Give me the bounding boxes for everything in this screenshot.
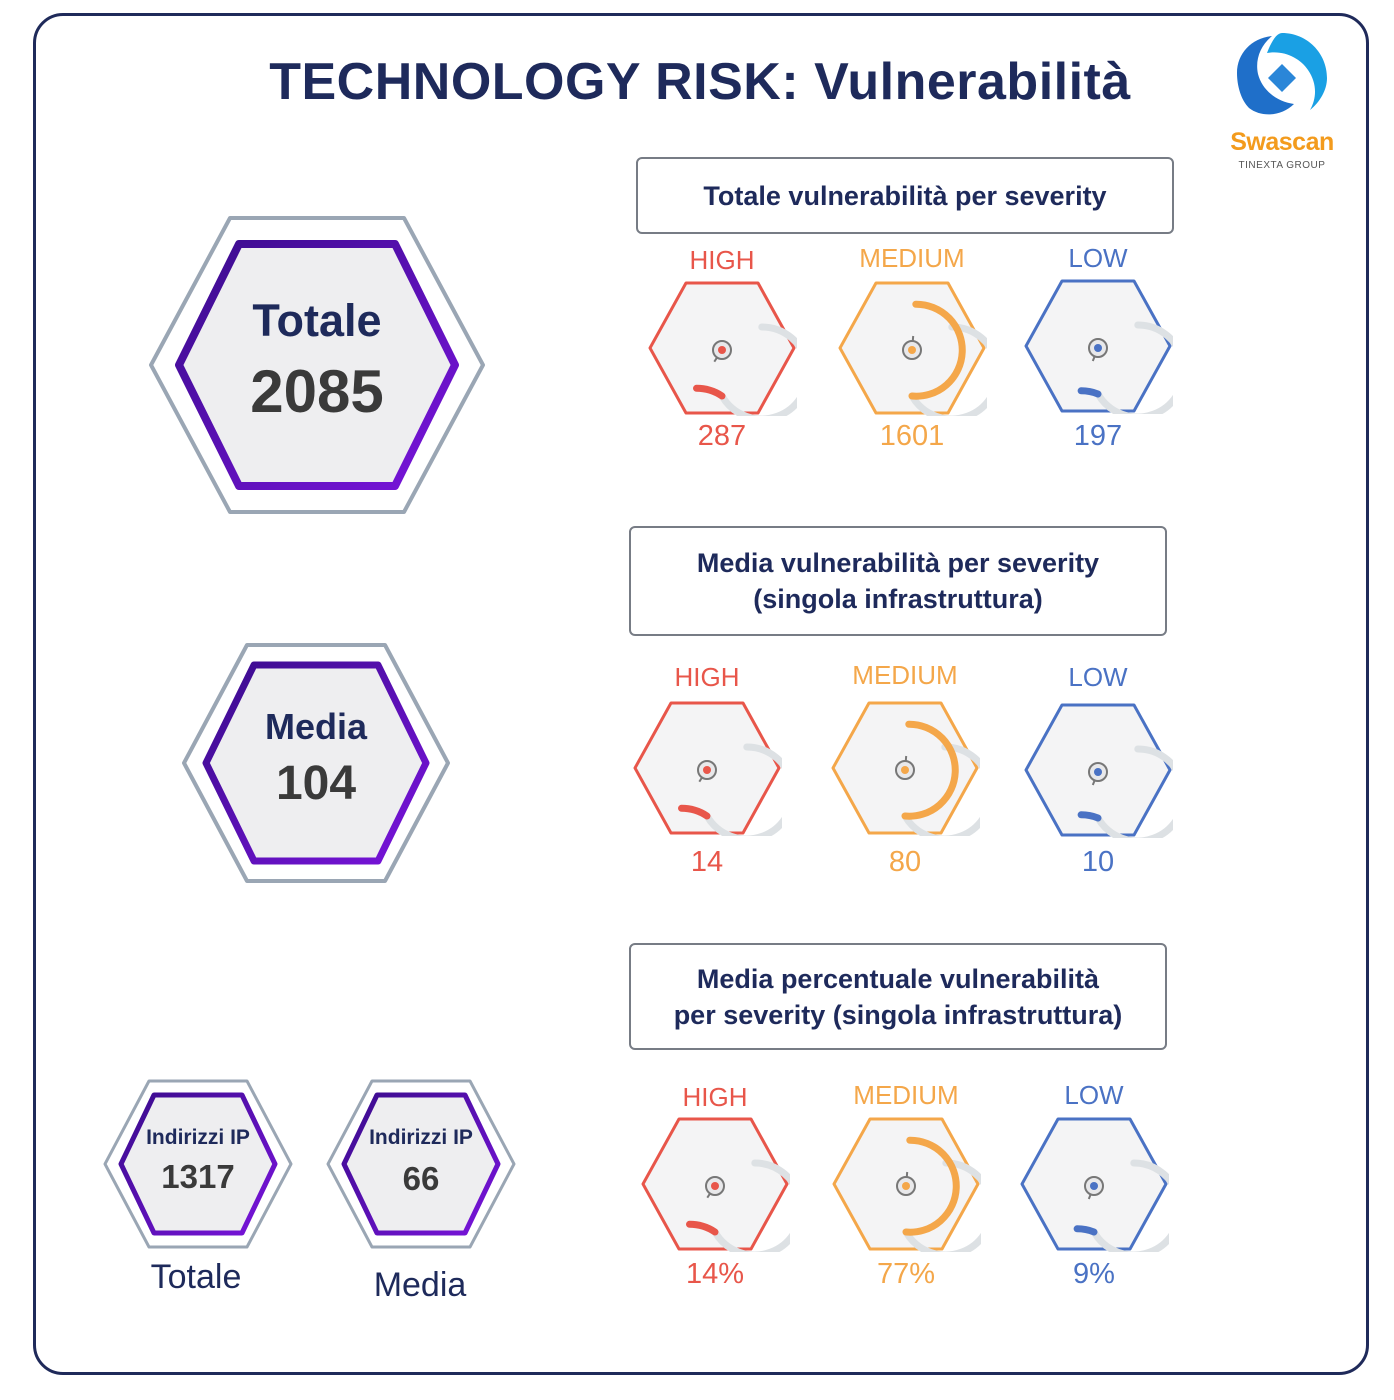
totale-value: 2085 — [250, 358, 384, 425]
gauge-high-s2 — [632, 700, 797, 843]
section-2-header: Media vulnerabilità per severity (singol… — [629, 526, 1167, 636]
gauge-value-arc — [1077, 387, 1102, 398]
gauge-knob-dot — [901, 766, 909, 774]
ip-totale-hexagon: Indirizzi IP 1317 — [102, 1078, 294, 1250]
severity-label-low-s3: LOW — [1064, 1080, 1124, 1110]
media-value: 104 — [275, 757, 357, 810]
severity-label-high-s2: HIGH — [674, 662, 740, 692]
gauge-knob-dot — [908, 346, 916, 354]
severity-value-medium-s1: 1601 — [879, 420, 945, 452]
severity-label-medium-s2: MEDIUM — [852, 660, 958, 690]
section-1-header: Totale vulnerabilità per severity — [636, 157, 1174, 234]
page-title: TECHNOLOGY RISK: Vulnerabilità — [269, 53, 1131, 111]
gauge-knob-dot — [1094, 344, 1102, 352]
gauge-value-arc — [908, 300, 966, 400]
gauge-value-arc — [678, 804, 711, 820]
section-2-header-line1: Media vulnerabilità per severity — [696, 548, 1100, 578]
severity-value-low-s3: 9% — [1073, 1258, 1115, 1290]
severity-value-high-s2: 14 — [690, 846, 724, 878]
swascan-logo: Swascan TINEXTA GROUP — [1222, 28, 1342, 178]
severity-label-low-s1: LOW — [1068, 243, 1128, 273]
severity-label-high-s1: HIGH — [689, 245, 755, 275]
ip-totale-label: Indirizzi IP — [146, 1126, 250, 1149]
gauge-knob-dot — [718, 346, 726, 354]
severity-label-medium-s3: MEDIUM — [853, 1080, 959, 1110]
gauge-value-arc — [1073, 1225, 1098, 1236]
dashboard-frame — [33, 13, 1369, 1375]
media-label: Media — [264, 706, 368, 747]
gauge-value-arc — [901, 720, 959, 820]
gauge-value-arc — [693, 384, 726, 400]
totale-hexagon: Totale 2085 — [147, 215, 487, 515]
gauge-high-s3 — [640, 1116, 805, 1259]
ip-media-label: Indirizzi IP — [369, 1126, 473, 1149]
ip-media-value: 66 — [402, 1160, 440, 1197]
gauge-medium-s2 — [830, 700, 995, 843]
logo-subtitle: TINEXTA GROUP — [1238, 160, 1326, 171]
severity-value-medium-s3: 77% — [876, 1258, 936, 1290]
totale-label: Totale — [252, 295, 382, 346]
gauge-knob-dot — [1090, 1182, 1098, 1190]
gauge-low-s1 — [1023, 278, 1188, 421]
section-2-header-line2: (singola infrastruttura) — [753, 584, 1043, 614]
severity-value-low-s2: 10 — [1081, 846, 1115, 878]
severity-label-high-s3: HIGH — [682, 1082, 748, 1112]
section-3-header-line2: per severity (singola infrastruttura) — [673, 999, 1123, 1030]
swascan-logo-icon — [1237, 33, 1327, 115]
gauge-knob-dot — [703, 766, 711, 774]
gauge-knob-dot — [902, 1182, 910, 1190]
gauge-value-arc — [902, 1136, 960, 1236]
gauge-high-s1 — [647, 280, 812, 423]
severity-label-low-s2: LOW — [1068, 662, 1128, 692]
ip-media-hexagon: Indirizzi IP 66 — [325, 1078, 517, 1250]
section-3-header: Media percentuale vulnerabilità per seve… — [629, 943, 1167, 1050]
logo-name: Swascan — [1230, 128, 1334, 156]
gauge-value-arc — [1077, 811, 1102, 822]
gauge-low-s2 — [1023, 702, 1188, 845]
severity-value-high-s1: 287 — [697, 420, 747, 452]
severity-value-low-s1: 197 — [1073, 420, 1123, 452]
severity-value-high-s3: 14% — [685, 1258, 745, 1290]
severity-value-medium-s2: 80 — [888, 846, 922, 878]
severity-label-medium-s1: MEDIUM — [859, 243, 965, 273]
gauge-value-arc — [686, 1220, 719, 1236]
ip-totale-value: 1317 — [161, 1158, 235, 1195]
ip-totale-caption: Totale — [150, 1258, 242, 1296]
media-hexagon: Media 104 — [180, 642, 452, 884]
gauge-medium-s1 — [837, 280, 1002, 423]
gauge-low-s3 — [1019, 1116, 1184, 1259]
section-3-header-line1: Media percentuale vulnerabilità — [696, 963, 1100, 994]
gauge-knob-dot — [711, 1182, 719, 1190]
ip-media-caption: Media — [373, 1266, 467, 1304]
gauge-medium-s3 — [831, 1116, 996, 1259]
section-1-header-text: Totale vulnerabilità per severity — [703, 180, 1107, 211]
gauge-knob-dot — [1094, 768, 1102, 776]
